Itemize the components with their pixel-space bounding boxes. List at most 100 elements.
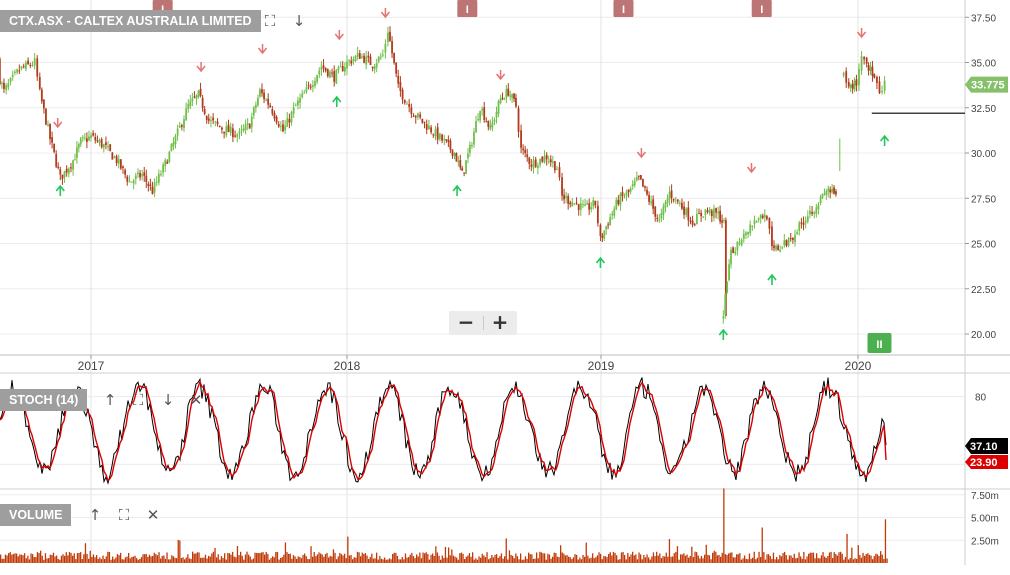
volume-bar bbox=[86, 553, 88, 563]
volume-bar bbox=[88, 558, 90, 563]
candle-body bbox=[763, 214, 766, 218]
candle-body bbox=[648, 194, 650, 202]
volume-bar bbox=[153, 552, 155, 563]
volume-bar bbox=[372, 558, 375, 563]
y-tick-label: 32.50 bbox=[971, 104, 996, 115]
arrow-down-icon[interactable]: ↓ bbox=[161, 391, 175, 409]
candle-body bbox=[76, 147, 78, 158]
volume-bar bbox=[745, 558, 747, 563]
event-marker-current-label: II bbox=[876, 339, 882, 351]
candle-body bbox=[94, 137, 97, 141]
close-icon[interactable]: ✕ bbox=[146, 506, 160, 524]
volume-bar bbox=[499, 556, 501, 563]
volume-bar bbox=[273, 557, 275, 563]
volume-bar bbox=[403, 559, 405, 563]
candle-body bbox=[168, 151, 171, 162]
candle-body bbox=[301, 93, 304, 98]
candle-body bbox=[381, 54, 384, 56]
candle-body bbox=[187, 104, 190, 109]
volume-bar bbox=[881, 554, 883, 563]
volume-bar bbox=[532, 558, 535, 563]
volume-bar bbox=[504, 556, 506, 563]
volume-bar bbox=[344, 553, 346, 563]
candle-body bbox=[453, 153, 456, 157]
candle-body bbox=[881, 90, 883, 93]
expand-icon[interactable]: ⛶ bbox=[118, 506, 130, 524]
candle-body bbox=[307, 85, 310, 87]
volume-bar bbox=[556, 556, 559, 563]
candle-body bbox=[229, 126, 232, 134]
candle-body bbox=[815, 207, 818, 215]
volume-bar bbox=[275, 551, 277, 563]
volume-bar bbox=[624, 554, 626, 563]
volume-bar bbox=[608, 553, 610, 563]
candle-body bbox=[153, 182, 156, 193]
candle-body bbox=[779, 249, 782, 252]
candle-body bbox=[318, 70, 321, 75]
close-icon[interactable]: ✕ bbox=[189, 391, 203, 409]
candle-body bbox=[197, 90, 200, 98]
candle-body bbox=[90, 135, 92, 139]
expand-icon[interactable]: ⛶ bbox=[132, 391, 144, 409]
candle-body bbox=[27, 60, 29, 64]
volume-bar bbox=[412, 556, 415, 563]
volume-bar bbox=[107, 551, 109, 563]
volume-bar bbox=[420, 558, 423, 563]
volume-bar bbox=[627, 552, 629, 563]
candle-body bbox=[455, 152, 458, 162]
volume-bar bbox=[595, 557, 597, 563]
signal-up-arrow bbox=[55, 184, 65, 196]
expand-icon[interactable]: ⛶ bbox=[264, 12, 276, 30]
volume-bar bbox=[784, 551, 786, 563]
volume-bar bbox=[142, 554, 144, 563]
volume-bar bbox=[697, 555, 699, 563]
volume-bar bbox=[184, 559, 186, 563]
volume-bar bbox=[435, 546, 437, 563]
volume-bar bbox=[22, 555, 24, 563]
candle-body bbox=[130, 181, 133, 183]
signal-down-arrow bbox=[636, 148, 646, 159]
volume-bar bbox=[686, 554, 688, 563]
arrow-up-icon[interactable]: ↑ bbox=[88, 506, 102, 524]
volume-bar bbox=[358, 552, 360, 563]
volume-bar bbox=[702, 558, 704, 563]
volume-bar bbox=[598, 552, 600, 563]
volume-bar bbox=[880, 551, 882, 563]
candle-body bbox=[768, 218, 771, 229]
volume-bar bbox=[732, 557, 735, 563]
candle-body bbox=[279, 125, 282, 127]
candle-body bbox=[365, 56, 368, 65]
candle-body bbox=[77, 144, 80, 148]
candle-body bbox=[532, 160, 535, 169]
zoom-in-button[interactable]: + bbox=[491, 310, 509, 334]
candle-body bbox=[524, 149, 527, 153]
candle-body bbox=[577, 204, 580, 210]
volume-bar bbox=[436, 552, 439, 563]
arrow-up-icon[interactable]: ↑ bbox=[103, 391, 117, 409]
volume-bar bbox=[441, 555, 443, 563]
candle-body bbox=[3, 82, 5, 89]
volume-bar bbox=[100, 559, 103, 563]
zoom-out-button[interactable]: − bbox=[457, 310, 475, 334]
volume-bar bbox=[249, 556, 251, 563]
candle-body bbox=[189, 100, 192, 106]
candle-body bbox=[299, 98, 301, 103]
candle-body bbox=[615, 199, 618, 210]
candle-body bbox=[477, 119, 479, 121]
candle-body bbox=[16, 69, 19, 73]
arrow-down-icon[interactable]: ↓ bbox=[292, 12, 306, 30]
candle-body bbox=[467, 153, 469, 159]
volume-bar bbox=[692, 557, 695, 563]
candle-body bbox=[254, 104, 257, 108]
volume-bar bbox=[678, 559, 680, 563]
volume-bar bbox=[820, 555, 823, 563]
candle-body bbox=[668, 191, 671, 200]
volume-bar bbox=[518, 559, 520, 563]
candle-body bbox=[38, 77, 41, 89]
candle-body bbox=[503, 98, 506, 100]
candles bbox=[0, 26, 886, 324]
volume-bar bbox=[756, 557, 759, 563]
candle-body bbox=[339, 66, 342, 68]
volume-bar bbox=[148, 554, 151, 563]
